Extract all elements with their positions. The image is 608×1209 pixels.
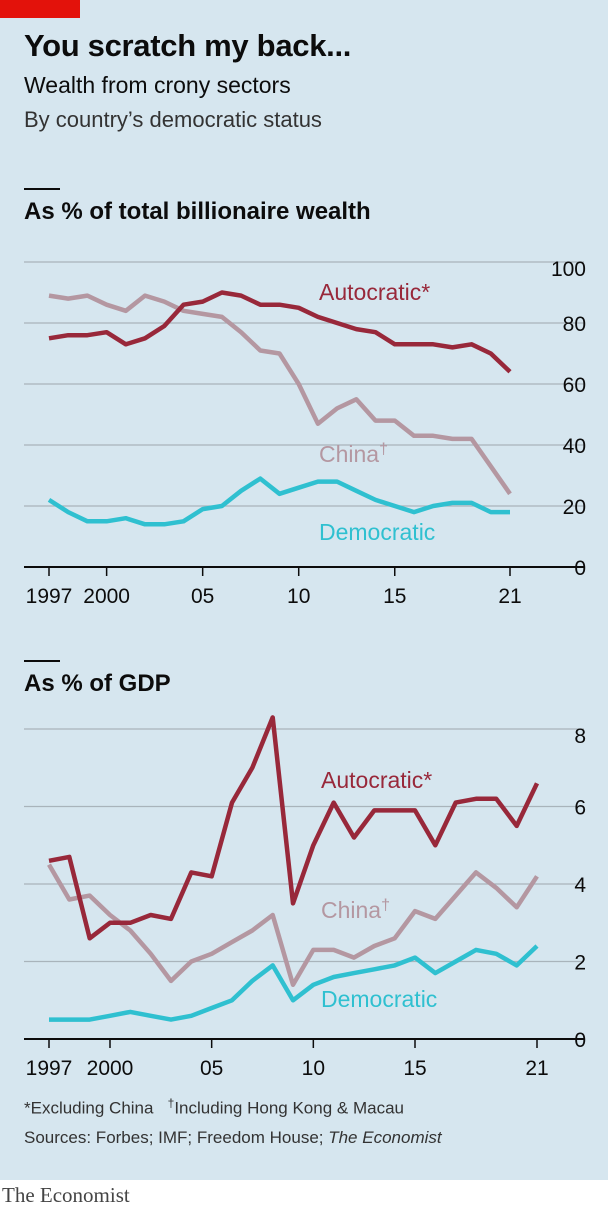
section-rule-gdp: [24, 660, 60, 662]
chart-title: You scratch my back...: [24, 28, 352, 63]
y-tick-label: 100: [551, 258, 586, 281]
x-tick-label: 2000: [87, 1057, 134, 1080]
series-label-text: Democratic: [319, 519, 435, 545]
x-tick-label: 21: [525, 1057, 548, 1080]
x-tick-label: 10: [302, 1057, 325, 1080]
series-label-china: China†: [319, 441, 388, 467]
y-tick-label: 4: [574, 874, 586, 897]
series-label-democratic: Democratic: [321, 986, 437, 1012]
chart-panel: [0, 0, 608, 1180]
wealth-share-chart: 0 20 40 60 80 100 1997 2000 05 10 15 21 Autocratic* C…: [24, 258, 586, 608]
footnote-excluding: *Excluding China: [24, 1098, 154, 1118]
gdp-share-chart: 0 2 4 6 8 1997 2000 05 10 15 21 Autocratic* China† De…: [24, 715, 586, 1080]
y-tick-label: 0: [574, 557, 586, 580]
sources-text: Sources: Forbes; IMF; Freedom House;: [24, 1128, 329, 1147]
chart-subtitle: Wealth from crony sectors: [24, 72, 291, 98]
series-label-text: China: [319, 441, 379, 467]
series-label-autocratic: Autocratic*: [321, 767, 432, 793]
chart-subsubtitle: By country’s democratic status: [24, 107, 322, 132]
series-line-democratic: [47, 476, 510, 527]
series-line-democratic: [49, 944, 539, 1022]
section-rule-wealth: [24, 188, 60, 190]
series-line-china: [48, 293, 512, 496]
y-tick-label: 6: [574, 797, 586, 820]
series-label-text: Autocratic*: [319, 279, 430, 305]
y-tick-label: 2: [574, 952, 586, 975]
series-line-autocratic: [48, 715, 540, 941]
y-tick-label: 8: [574, 725, 586, 748]
sources-italic: The Economist: [328, 1128, 442, 1147]
x-tick-label: 15: [403, 1057, 426, 1080]
series-label-text: Democratic: [321, 986, 437, 1012]
dagger-mark: †: [381, 897, 390, 914]
series-label-autocratic: Autocratic*: [319, 279, 430, 305]
section-title-wealth: As % of total billionaire wealth: [24, 198, 371, 225]
x-tick-label: 2000: [83, 585, 130, 608]
x-tick-label: 1997: [26, 585, 73, 608]
footnote-including: Including Hong Kong & Macau: [174, 1098, 404, 1118]
x-tick-label: 10: [287, 585, 310, 608]
section-title-gdp: As % of GDP: [24, 670, 171, 697]
series-label-democratic: Democratic: [319, 519, 435, 545]
series-line-autocratic: [48, 290, 512, 374]
footnote-sources: Sources: Forbes; IMF; Freedom House; The…: [24, 1128, 442, 1148]
x-tick-label: 21: [498, 585, 521, 608]
x-tick-label: 05: [200, 1057, 223, 1080]
y-tick-label: 60: [563, 374, 586, 397]
x-tick-label: 15: [383, 585, 406, 608]
series-label-text: China: [321, 897, 381, 923]
footnote-definitions: *Excluding China †Including Hong Kong & …: [24, 1096, 404, 1119]
y-tick-label: 0: [574, 1029, 586, 1052]
series-line-china: [47, 863, 539, 988]
y-tick-label: 20: [563, 496, 586, 519]
dagger-mark: †: [379, 441, 388, 458]
x-tick-label: 1997: [26, 1057, 73, 1080]
series-label-text: Autocratic*: [321, 767, 432, 793]
footnote-dagger: †: [167, 1096, 175, 1110]
x-tick-label: 05: [191, 585, 214, 608]
economist-brand: The Economist: [2, 1183, 130, 1207]
brand-red-tag: [0, 0, 80, 18]
y-tick-label: 80: [563, 313, 586, 336]
series-label-china: China†: [321, 897, 390, 923]
y-tick-label: 40: [563, 435, 586, 458]
